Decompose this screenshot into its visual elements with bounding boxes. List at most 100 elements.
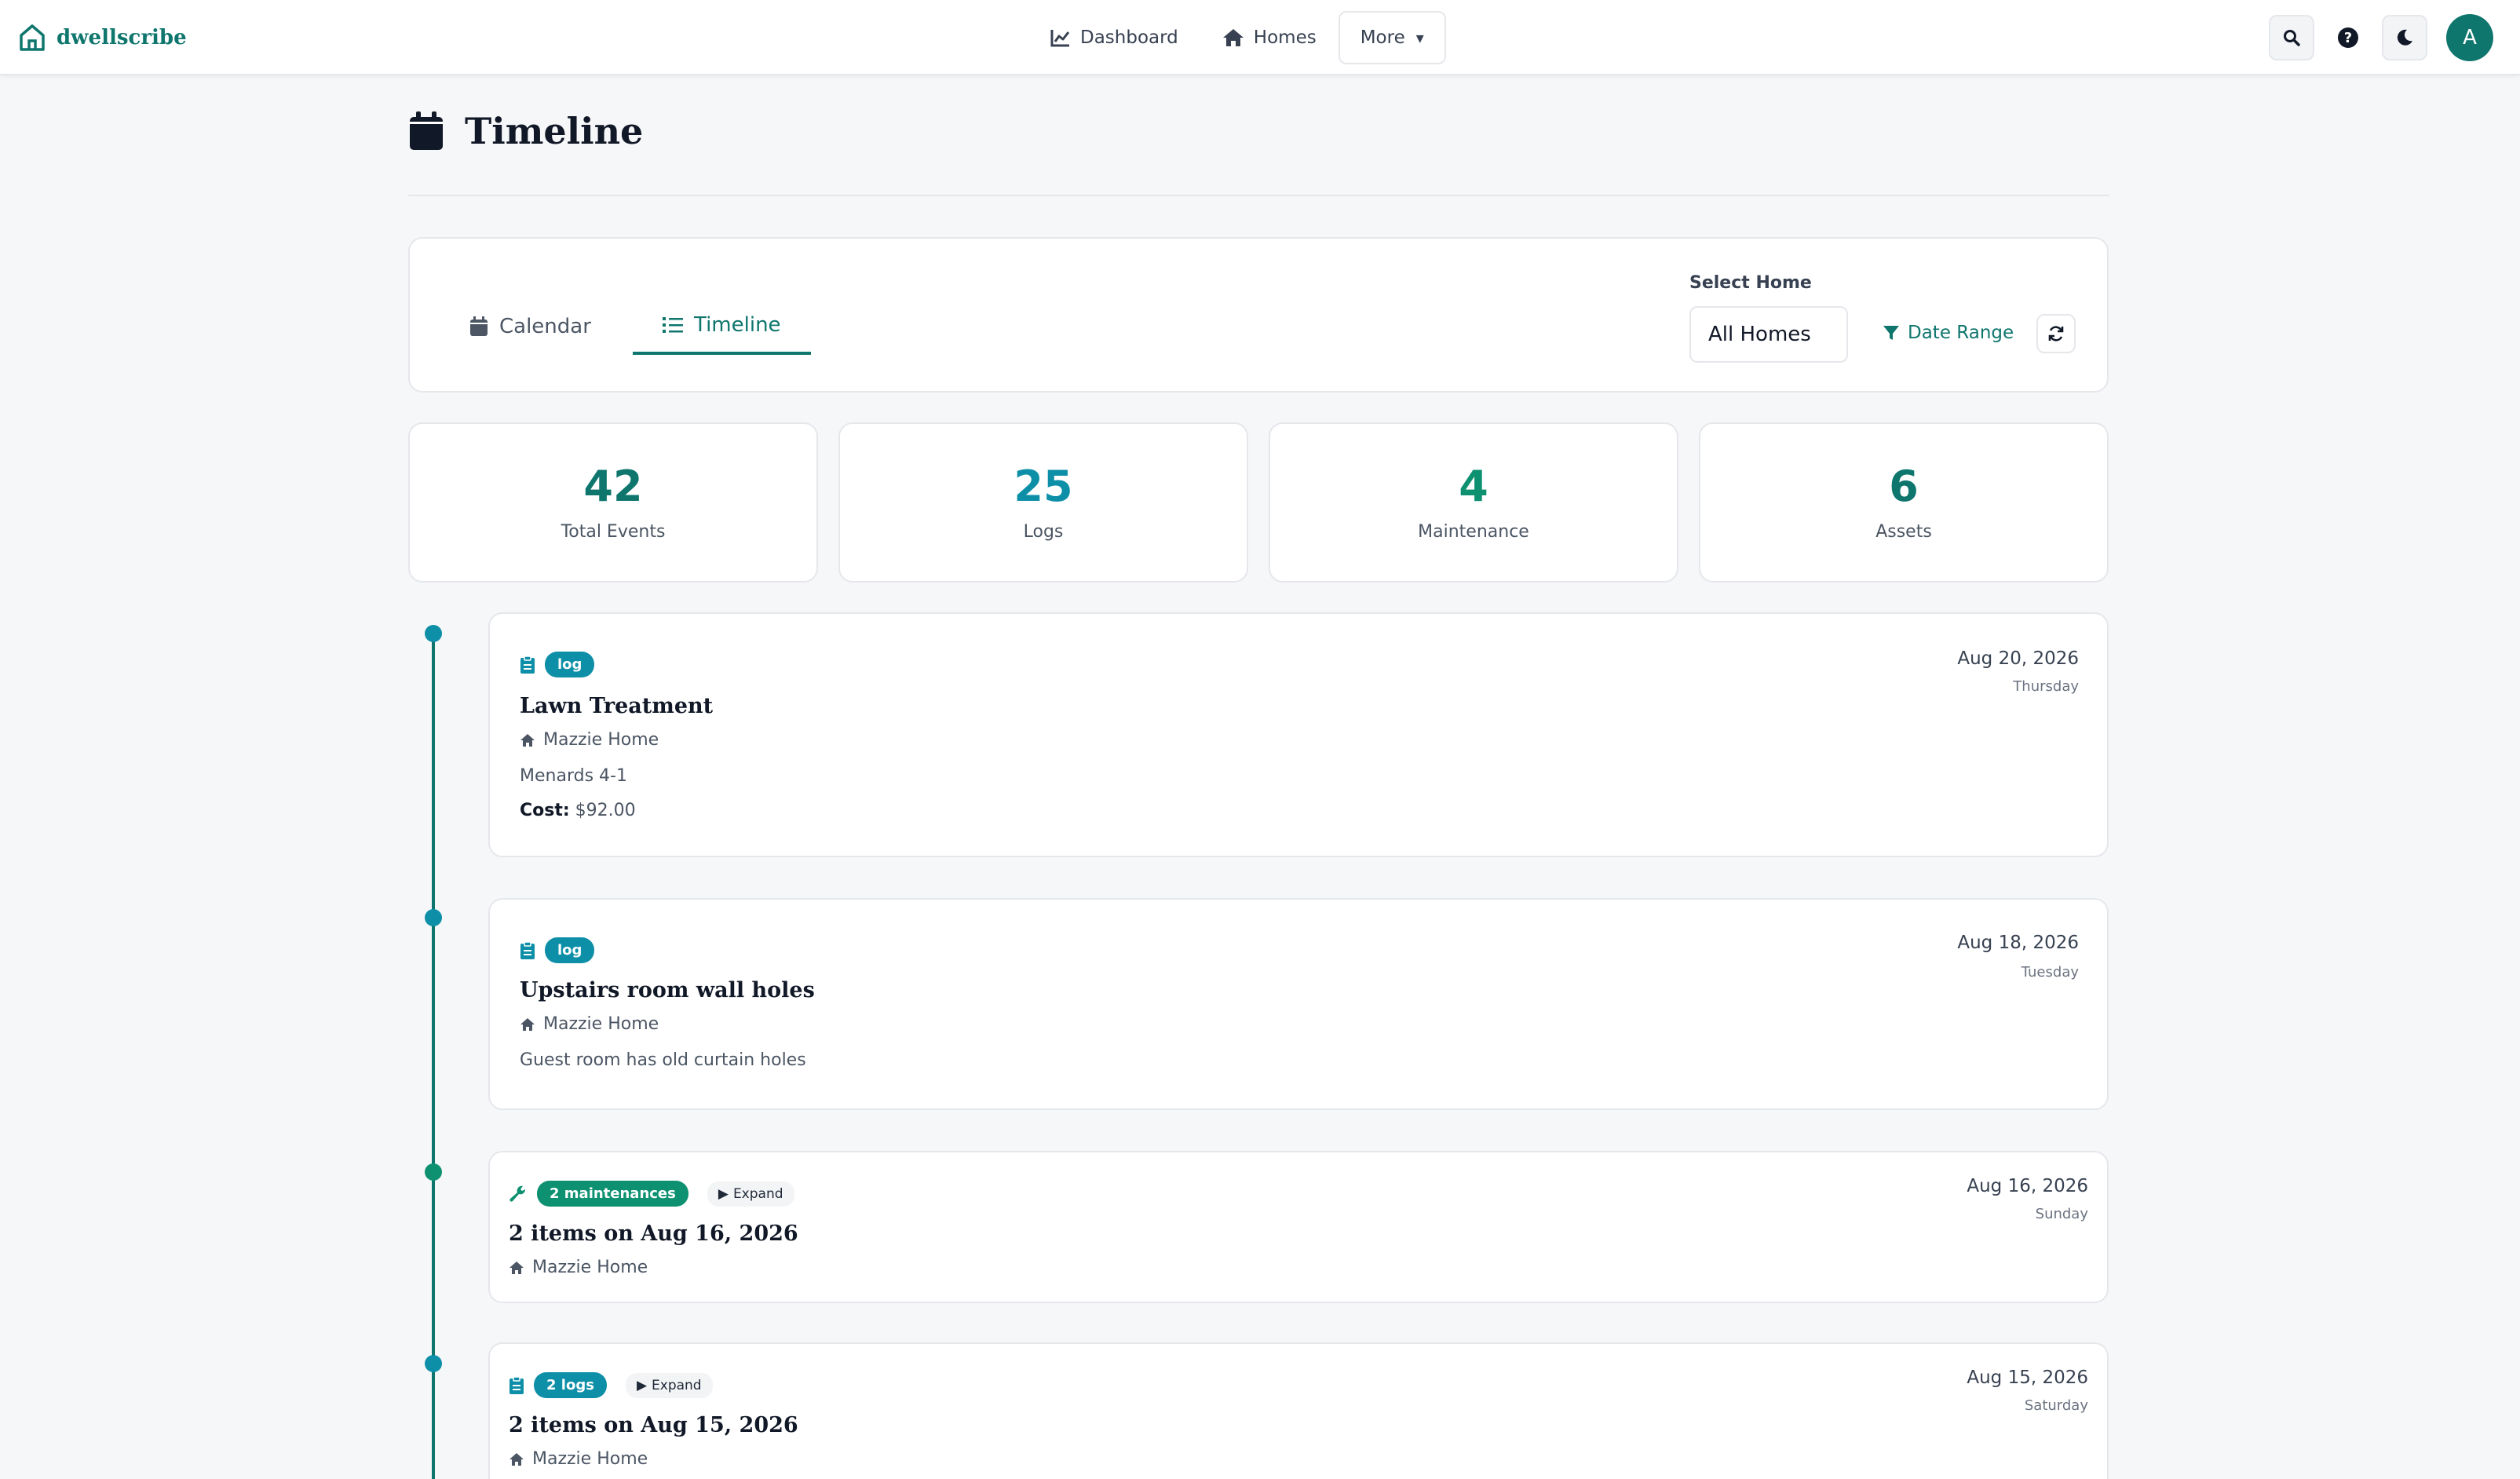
- timeline-line: [432, 633, 435, 1479]
- event-badge-row: log: [520, 652, 595, 677]
- calendar-icon: [408, 111, 444, 152]
- event-description: Menards 4-1: [520, 766, 627, 786]
- stat-card-maintenance: 4 Maintenance: [1269, 422, 1678, 582]
- main-nav: Dashboard Homes More ▾: [1028, 11, 1446, 64]
- question-circle-icon: ?: [2337, 27, 2359, 49]
- refresh-icon: [2047, 325, 2065, 342]
- event-home: Mazzie Home: [509, 1258, 648, 1277]
- stat-card-logs: 25 Logs: [838, 422, 1248, 582]
- event-title: Upstairs room wall holes: [520, 978, 815, 1002]
- play-triangle-icon: ▶: [636, 1377, 648, 1393]
- event-cost-value: $92.00: [575, 801, 636, 820]
- stat-label: Maintenance: [1418, 522, 1529, 542]
- event-home-name: Mazzie Home: [532, 1449, 648, 1469]
- home-icon: [520, 733, 535, 747]
- timeline-event-card[interactable]: log Lawn Treatment Mazzie Home Menards 4…: [488, 612, 2109, 857]
- event-type-badge: 2 logs: [534, 1372, 607, 1398]
- home-select[interactable]: All Homes: [1689, 306, 1848, 363]
- clipboard-icon: [509, 1375, 524, 1395]
- event-date: Aug 15, 2026: [1967, 1368, 2088, 1388]
- event-date: Aug 20, 2026: [1957, 648, 2079, 669]
- nav-more-dropdown[interactable]: More ▾: [1338, 11, 1446, 64]
- event-home-name: Mazzie Home: [543, 730, 659, 750]
- nav-dashboard-label: Dashboard: [1080, 27, 1178, 48]
- stat-label: Total Events: [561, 522, 666, 542]
- event-home-name: Mazzie Home: [543, 1014, 659, 1034]
- event-badge-row: 2 maintenances ▶ Expand: [509, 1181, 794, 1207]
- stat-card-assets: 6 Assets: [1699, 422, 2109, 582]
- brand-name: dwellscribe: [57, 26, 187, 49]
- expand-label: Expand: [652, 1377, 702, 1393]
- event-badge-row: 2 logs ▶ Expand: [509, 1372, 713, 1398]
- event-cost: Cost: $92.00: [520, 801, 636, 820]
- timeline-dot: [425, 1355, 442, 1372]
- stat-value: 4: [1459, 462, 1488, 511]
- search-button[interactable]: [2269, 15, 2314, 60]
- tab-timeline-label: Timeline: [694, 313, 781, 337]
- play-triangle-icon: ▶: [718, 1185, 729, 1202]
- event-home-name: Mazzie Home: [532, 1258, 648, 1277]
- event-type-badge: log: [545, 652, 595, 677]
- event-home: Mazzie Home: [520, 730, 659, 750]
- stat-value: 25: [1013, 462, 1073, 511]
- expand-button[interactable]: ▶ Expand: [707, 1181, 794, 1207]
- event-date: Aug 16, 2026: [1967, 1176, 2088, 1196]
- event-type-badge: 2 maintenances: [537, 1181, 688, 1207]
- timeline-event-card[interactable]: log Upstairs room wall holes Mazzie Home…: [488, 898, 2109, 1110]
- event-cost-label: Cost:: [520, 801, 570, 820]
- stat-label: Assets: [1875, 522, 1932, 542]
- wrench-icon: [509, 1185, 528, 1203]
- timeline-group-card[interactable]: 2 maintenances ▶ Expand 2 items on Aug 1…: [488, 1151, 2109, 1303]
- chart-line-icon: [1050, 28, 1071, 47]
- page-header: Timeline: [408, 110, 643, 152]
- event-day: Tuesday: [2021, 964, 2079, 981]
- timeline-group-card[interactable]: 2 logs ▶ Expand 2 items on Aug 15, 2026 …: [488, 1342, 2109, 1479]
- calendar-icon: [469, 316, 488, 337]
- stat-card-total-events: 42 Total Events: [408, 422, 818, 582]
- nav-actions: ? A: [2269, 13, 2493, 63]
- event-title: 2 items on Aug 15, 2026: [509, 1413, 798, 1437]
- event-day: Saturday: [2024, 1397, 2088, 1414]
- filter-icon: [1883, 324, 1900, 341]
- theme-toggle-button[interactable]: [2382, 15, 2427, 60]
- house-outline-icon: [19, 24, 46, 52]
- event-home: Mazzie Home: [520, 1014, 659, 1034]
- stat-value: 42: [583, 462, 643, 511]
- timeline-dot: [425, 909, 442, 926]
- event-day: Sunday: [2035, 1206, 2088, 1222]
- nav-homes[interactable]: Homes: [1200, 11, 1339, 64]
- search-icon: [2283, 29, 2300, 46]
- tab-timeline[interactable]: Timeline: [633, 298, 811, 355]
- view-toolbar: Calendar Timeline Select Home All Homes …: [408, 237, 2109, 393]
- refresh-button[interactable]: [2036, 314, 2076, 353]
- page-title: Timeline: [465, 110, 644, 152]
- timeline-dot: [425, 625, 442, 642]
- event-date: Aug 18, 2026: [1957, 933, 2079, 953]
- home-icon: [1222, 28, 1244, 47]
- stat-label: Logs: [1023, 522, 1064, 542]
- event-description: Guest room has old curtain holes: [520, 1050, 806, 1070]
- header-divider: [408, 195, 2109, 196]
- home-icon: [509, 1452, 524, 1466]
- user-avatar[interactable]: A: [2446, 14, 2493, 61]
- date-range-label: Date Range: [1908, 323, 2014, 343]
- stat-value: 6: [1889, 462, 1919, 511]
- tab-calendar[interactable]: Calendar: [466, 298, 594, 355]
- nav-homes-label: Homes: [1253, 27, 1317, 48]
- clipboard-icon: [520, 940, 535, 960]
- expand-label: Expand: [732, 1185, 783, 1202]
- timeline-dot: [425, 1163, 442, 1181]
- help-button[interactable]: ?: [2325, 15, 2371, 60]
- brand-logo[interactable]: dwellscribe: [19, 20, 187, 55]
- event-title: Lawn Treatment: [520, 694, 714, 718]
- moon-icon: [2395, 28, 2414, 47]
- event-type-badge: log: [545, 937, 595, 963]
- svg-text:?: ?: [2344, 30, 2352, 46]
- date-range-button[interactable]: Date Range: [1883, 316, 2014, 350]
- nav-dashboard[interactable]: Dashboard: [1028, 11, 1200, 64]
- event-day: Thursday: [2013, 678, 2079, 695]
- select-home-label: Select Home: [1689, 273, 1812, 293]
- event-home: Mazzie Home: [509, 1449, 648, 1469]
- event-title: 2 items on Aug 16, 2026: [509, 1222, 798, 1246]
- expand-button[interactable]: ▶ Expand: [625, 1372, 713, 1398]
